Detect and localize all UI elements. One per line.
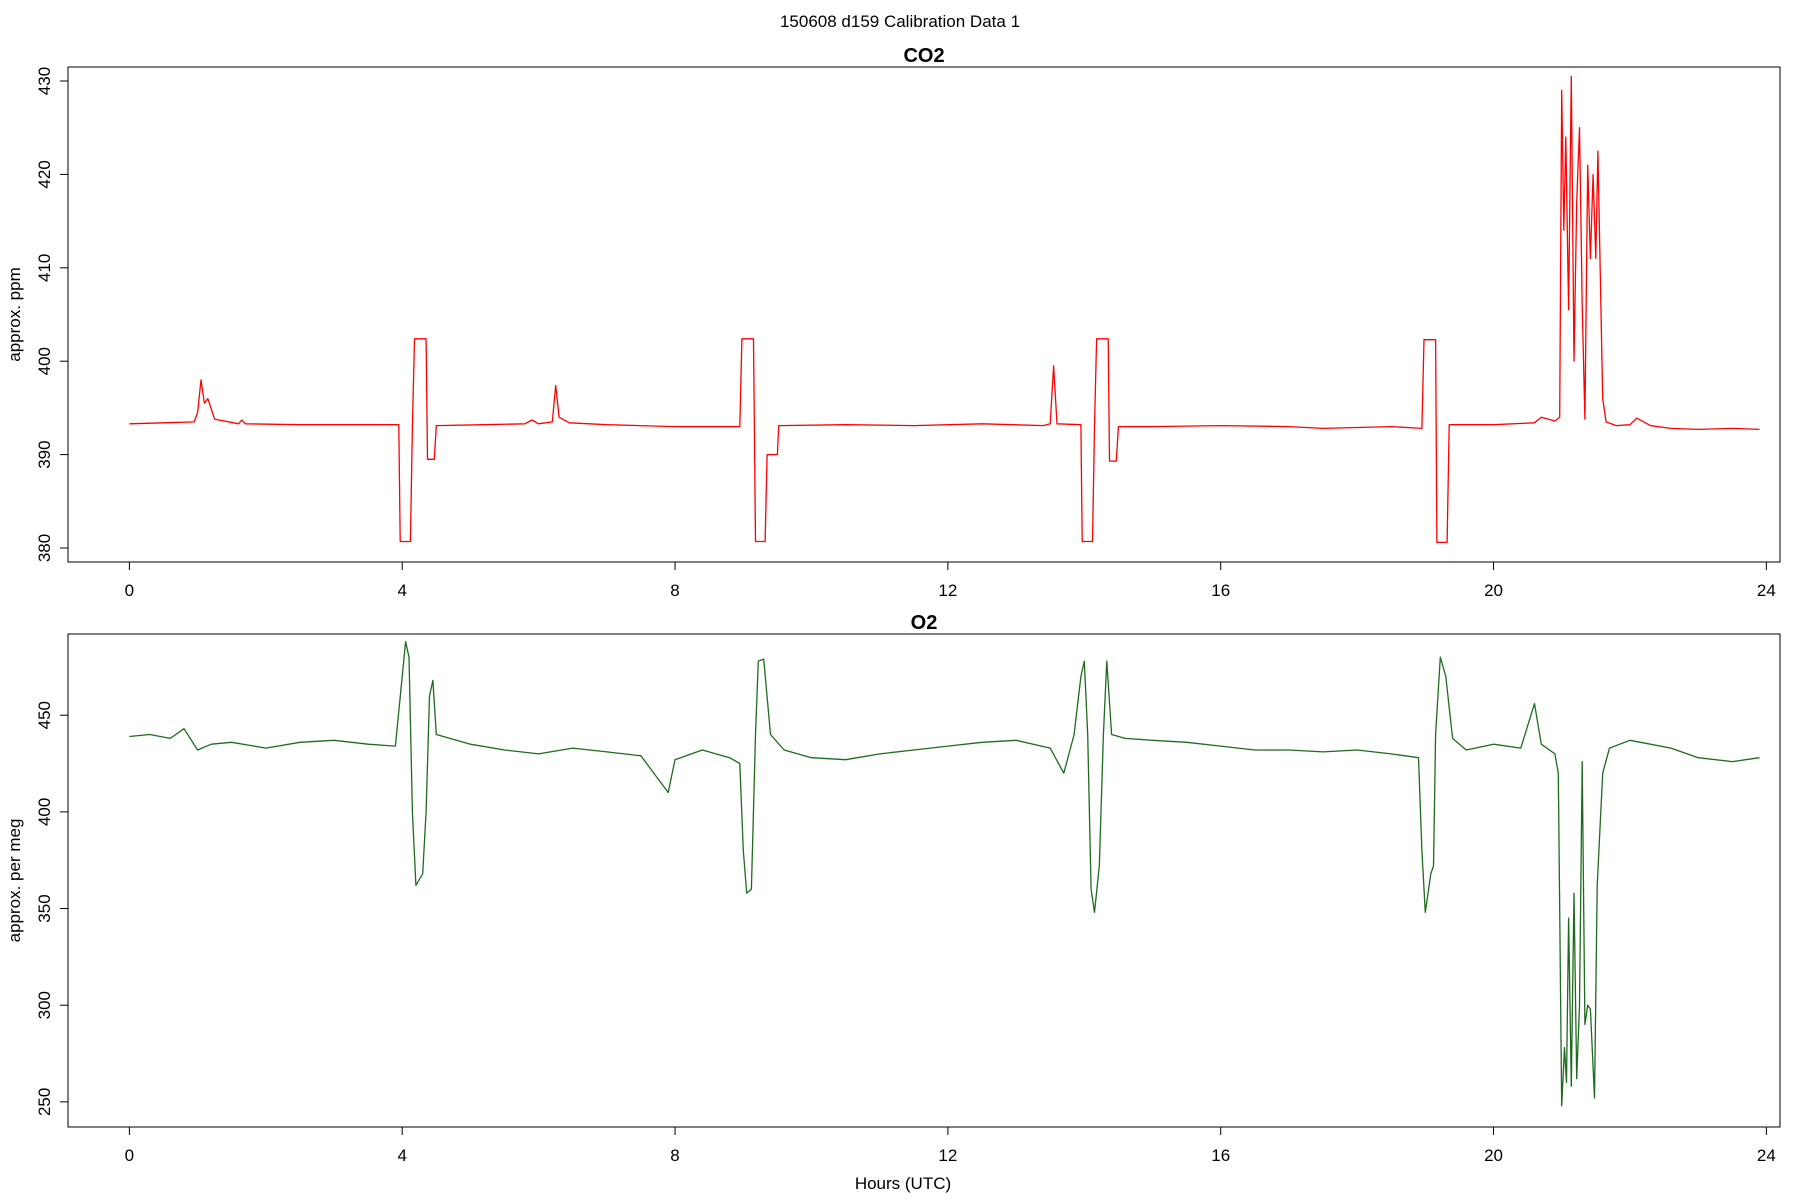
x-tick-label: 8 <box>670 1146 679 1165</box>
x-tick-label: 24 <box>1757 1146 1776 1165</box>
y-axis-label: approx. ppm <box>5 267 24 362</box>
x-axis-label: Hours (UTC) <box>855 1174 951 1193</box>
chart-panel-co2: CO2 0 4 8 12 16 20 24 380 390 400 410 420 430 approx. … <box>5 45 1781 600</box>
y-tick-label: 250 <box>35 1088 54 1116</box>
x-tick-label: 16 <box>1211 581 1230 600</box>
y-tick-label: 380 <box>35 534 54 562</box>
y-tick-label: 410 <box>35 254 54 282</box>
x-tick-label: 0 <box>125 581 134 600</box>
x-tick-label: 4 <box>397 1146 406 1165</box>
x-tick-label: 16 <box>1211 1146 1230 1165</box>
x-tick-label: 0 <box>125 1146 134 1165</box>
x-tick-label: 20 <box>1484 581 1503 600</box>
y-axis-label: approx. per meg <box>5 819 24 943</box>
x-tick-label: 20 <box>1484 1146 1503 1165</box>
y-tick-label: 390 <box>35 440 54 468</box>
y-tick-label: 450 <box>35 701 54 729</box>
data-line-o2 <box>129 641 1760 1107</box>
y-tick-label: 400 <box>35 347 54 375</box>
y-tick-label: 350 <box>35 894 54 922</box>
x-tick-label: 8 <box>670 581 679 600</box>
plot-frame <box>67 66 1781 563</box>
y-tick-label: 430 <box>35 67 54 95</box>
plot-frame <box>67 633 1781 1128</box>
data-line-co2 <box>129 75 1760 544</box>
y-tick-label: 400 <box>35 798 54 826</box>
panel-title: CO2 <box>903 45 944 67</box>
x-tick-label: 12 <box>938 581 957 600</box>
panel-title: O2 <box>911 612 938 634</box>
y-tick-label: 420 <box>35 160 54 188</box>
x-tick-label: 4 <box>397 581 406 600</box>
figure-title: 150608 d159 Calibration Data 1 <box>780 12 1020 31</box>
x-tick-label: 12 <box>938 1146 957 1165</box>
chart-panel-o2: O2 0 4 8 12 16 20 24 250 300 350 400 450 approx. per … <box>5 612 1781 1165</box>
x-tick-label: 24 <box>1757 581 1776 600</box>
y-tick-label: 300 <box>35 991 54 1019</box>
